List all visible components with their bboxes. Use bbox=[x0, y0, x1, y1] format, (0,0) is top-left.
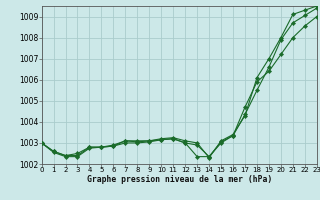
X-axis label: Graphe pression niveau de la mer (hPa): Graphe pression niveau de la mer (hPa) bbox=[87, 175, 272, 184]
